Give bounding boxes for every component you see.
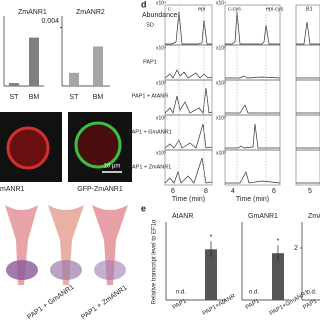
flower bbox=[48, 205, 84, 285]
chart-title: ZmANR2 bbox=[76, 9, 105, 16]
row-label: PAP1 + GmANR1 bbox=[128, 129, 171, 135]
row-label: PAP1 + AtANR bbox=[132, 93, 168, 99]
multiplier: x10³ bbox=[156, 115, 166, 121]
multiplier: x10⁴ bbox=[156, 45, 166, 51]
flower-label: PAP1 + GmANR1 bbox=[26, 284, 75, 320]
nd-label: n.d. bbox=[306, 290, 316, 296]
trace-box bbox=[224, 79, 281, 116]
chart-title: AtANR bbox=[172, 213, 193, 220]
row-label: PAP1 + ZmANR1 bbox=[129, 164, 172, 170]
trace-box bbox=[164, 114, 213, 151]
peak-label: c bbox=[168, 6, 171, 12]
cell bbox=[74, 121, 122, 169]
multiplier: x10³ bbox=[216, 150, 226, 156]
flower-base bbox=[50, 260, 82, 280]
trace-box bbox=[224, 149, 281, 186]
trace-box bbox=[164, 149, 213, 186]
peak-label: epi bbox=[198, 6, 205, 12]
nd-label: n.d. bbox=[249, 290, 259, 296]
multiplier: x10³ bbox=[216, 115, 226, 121]
multiplier: x10³ bbox=[156, 80, 166, 86]
flower-label: PAP1 + ZmANR1 bbox=[80, 284, 128, 320]
trace-box bbox=[295, 79, 320, 116]
panel-letter: d bbox=[141, 0, 147, 9]
scale-label: 10 μm bbox=[104, 164, 121, 170]
x-tick-label: BM bbox=[93, 94, 104, 101]
micro-label: GFP-ZmANR1 bbox=[77, 186, 123, 193]
x-tick-label: ST bbox=[70, 94, 80, 101]
traces bbox=[164, 11, 320, 184]
time-tick: 8 bbox=[204, 188, 208, 195]
trace-box bbox=[224, 114, 281, 151]
bar bbox=[93, 46, 103, 86]
x-tick-label: BM bbox=[29, 94, 40, 101]
flower bbox=[92, 205, 128, 285]
peak-label: c-cys bbox=[228, 6, 241, 12]
sig-label: * bbox=[277, 238, 280, 245]
time-tick: 4 bbox=[231, 188, 235, 195]
multiplier: x10³ bbox=[216, 80, 226, 86]
chart-title: ZmANR1 bbox=[18, 9, 47, 16]
nd-label: n.d. bbox=[176, 290, 186, 296]
x-tick-label: ST bbox=[10, 94, 20, 101]
y-label: Relative transcript level to EF1α bbox=[152, 219, 158, 304]
multiplier: x10³ bbox=[156, 150, 166, 156]
time-tick: 6 bbox=[171, 188, 175, 195]
bar bbox=[29, 37, 39, 86]
chart-title: ZmANR bbox=[308, 213, 320, 220]
sig-label: * bbox=[210, 234, 213, 241]
trace-box bbox=[224, 44, 281, 81]
x-label: Time (min) bbox=[172, 196, 205, 203]
trace-box bbox=[295, 149, 320, 186]
x-label: Time (min) bbox=[236, 196, 269, 203]
bar bbox=[9, 83, 19, 86]
multiplier: x10⁴ bbox=[216, 0, 226, 6]
bar bbox=[69, 72, 79, 86]
peak-label: B1 bbox=[306, 6, 313, 12]
peak-label: epi-cys bbox=[266, 6, 284, 12]
flower-base bbox=[94, 260, 126, 280]
multiplier: x10³ bbox=[216, 45, 226, 51]
cell bbox=[6, 126, 50, 170]
trace-box bbox=[295, 114, 320, 151]
bar bbox=[205, 249, 217, 300]
time-tick: 6 bbox=[272, 188, 276, 195]
row-label: SD bbox=[146, 22, 154, 28]
flower bbox=[5, 205, 38, 285]
flower-base bbox=[6, 260, 38, 280]
micro-label: mANR1 bbox=[0, 186, 25, 193]
row-label: PAP1 bbox=[143, 59, 157, 65]
y-tick-label: 2 bbox=[294, 245, 298, 252]
y-label: Abundance bbox=[142, 12, 178, 19]
y-tick-label: 0.004 bbox=[41, 18, 59, 25]
multiplier: x10⁴ bbox=[156, 0, 166, 6]
bar bbox=[272, 253, 284, 300]
panel-letter: e bbox=[141, 203, 146, 213]
trace-box bbox=[295, 44, 320, 81]
time-tick: 5 bbox=[308, 188, 312, 195]
chart-title: GmANR1 bbox=[248, 213, 278, 220]
